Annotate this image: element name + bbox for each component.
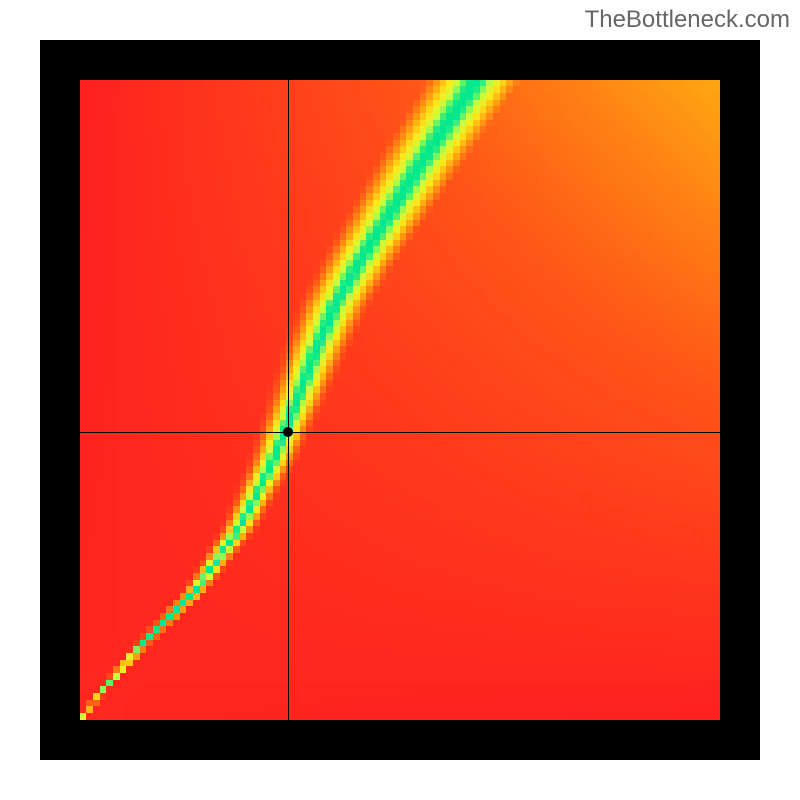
plot-area (80, 80, 720, 720)
watermark-text: TheBottleneck.com (585, 6, 790, 34)
crosshair-vertical (288, 80, 289, 720)
crosshair-horizontal (80, 432, 720, 433)
plot-outer-frame (40, 40, 760, 760)
stage: TheBottleneck.com (0, 0, 800, 800)
marker-dot (283, 427, 293, 437)
heatmap-canvas (80, 80, 720, 720)
